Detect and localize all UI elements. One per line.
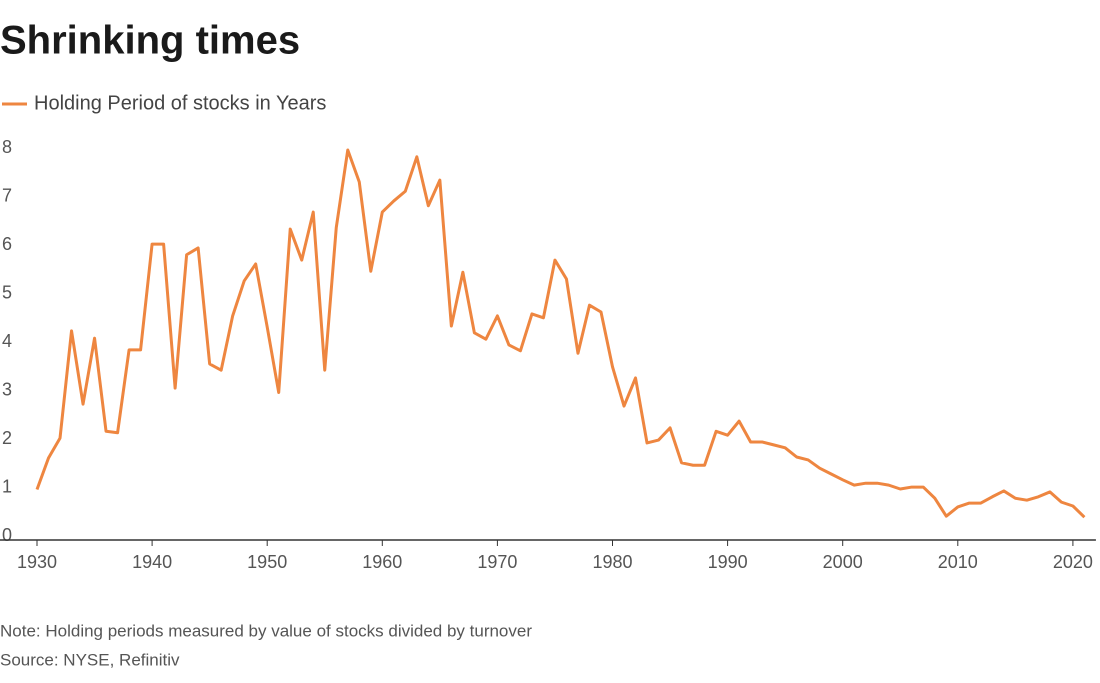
data-line: [35, 148, 1086, 519]
y-tick-label: 4: [2, 331, 12, 351]
x-tick-label: 1990: [708, 552, 748, 572]
x-tick-label: 1970: [477, 552, 517, 572]
chart-title: Shrinking times: [0, 19, 300, 63]
y-tick-label: 6: [2, 234, 12, 254]
x-tick-label: 1960: [362, 552, 402, 572]
x-tick-label: 1930: [17, 552, 57, 572]
y-tick-label: 2: [2, 428, 12, 448]
x-tick-label: 1950: [247, 552, 287, 572]
y-tick-label: 0: [2, 525, 12, 545]
y-tick-label: 5: [2, 282, 12, 302]
legend-label: Holding Period of stocks in Years: [34, 92, 326, 114]
x-tick-label: 2000: [823, 552, 863, 572]
x-tick-label: 1940: [132, 552, 172, 572]
y-tick-label: 8: [2, 137, 12, 157]
y-tick-label: 7: [2, 185, 12, 205]
source: Source: NYSE, Refinitiv: [0, 650, 180, 669]
x-tick-label: 2010: [938, 552, 978, 572]
y-tick-label: 3: [2, 379, 12, 399]
note: Note: Holding periods measured by value …: [0, 621, 532, 640]
x-tick-label: 2020: [1053, 552, 1093, 572]
y-tick-label: 1: [2, 476, 12, 496]
x-tick-label: 1980: [592, 552, 632, 572]
